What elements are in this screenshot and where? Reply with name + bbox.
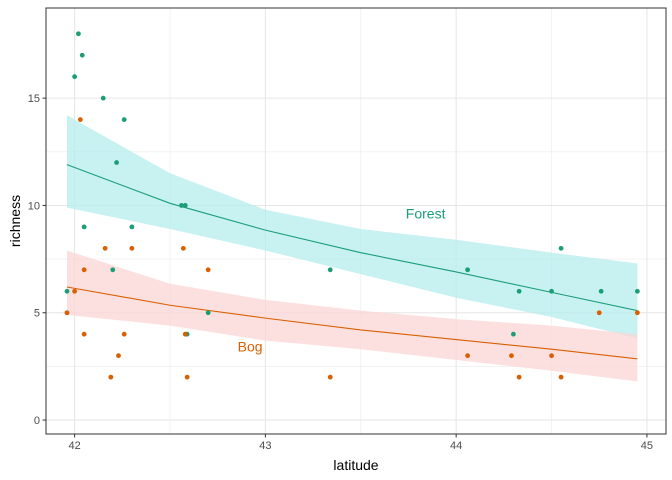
x-tick-label: 42 — [68, 440, 80, 452]
bog-point — [509, 353, 514, 359]
forest-point — [121, 117, 127, 122]
bog-point — [184, 374, 190, 380]
bog-point — [72, 288, 78, 294]
bog-point — [116, 353, 121, 359]
forest-point — [598, 288, 604, 294]
data-points — [64, 31, 640, 380]
forest-point — [558, 245, 564, 251]
forest-point — [516, 288, 522, 294]
forest-point — [634, 288, 640, 294]
bog-point — [180, 245, 186, 251]
forest-point — [64, 288, 70, 294]
y-axis-title: richness — [7, 195, 23, 247]
axis-ticks — [42, 97, 648, 438]
forest-series-label: Forest — [406, 205, 446, 221]
bog-point — [558, 374, 564, 380]
forest-point — [205, 310, 211, 316]
forest-point — [114, 160, 119, 165]
x-axis-title: latitude — [333, 457, 378, 473]
bog-point — [81, 331, 87, 337]
x-tick-label: 45 — [641, 440, 653, 452]
y-tick-label: 10 — [28, 200, 40, 212]
forest-confidence-ribbon — [66, 115, 638, 339]
confidence-ribbons — [66, 115, 638, 382]
y-tick-label: 15 — [28, 93, 40, 105]
y-tick-label: 0 — [34, 415, 40, 427]
forest-point — [327, 267, 333, 273]
bog-point — [205, 267, 211, 273]
y-tick-label: 5 — [34, 308, 40, 320]
bog-point — [465, 353, 470, 359]
bog-point — [108, 374, 114, 380]
forest-point — [79, 52, 85, 58]
forest-point — [76, 31, 81, 37]
x-tick-labels: 42 43 44 45 — [68, 440, 653, 452]
bog-point — [634, 310, 640, 316]
forest-point — [549, 288, 554, 294]
bog-series-label: Bog — [238, 338, 263, 354]
forest-point — [129, 224, 135, 230]
bog-confidence-ribbon — [66, 250, 638, 382]
y-tick-labels: 0 5 10 15 — [28, 93, 40, 427]
bog-fit-line — [66, 286, 638, 360]
bog-point — [81, 267, 87, 273]
x-tick-label: 43 — [259, 440, 271, 452]
x-tick-label: 44 — [450, 440, 462, 452]
panel-border — [45, 7, 667, 435]
forest-point — [510, 331, 516, 337]
series-annotations: Forest Bog — [238, 205, 446, 354]
forest-point — [465, 267, 470, 273]
bog-point — [549, 353, 554, 359]
forest-point — [179, 203, 184, 208]
bog-point — [121, 331, 127, 337]
forest-point — [100, 95, 106, 101]
bog-point — [129, 245, 135, 251]
forest-point — [110, 267, 116, 273]
forest-point — [81, 224, 87, 230]
bog-point — [182, 331, 188, 337]
forest-point — [72, 74, 78, 80]
bog-point — [102, 245, 108, 251]
bog-point — [516, 374, 522, 380]
bog-point — [327, 374, 333, 380]
bog-point — [64, 310, 70, 316]
bog-point — [596, 310, 602, 316]
forest-point — [182, 203, 188, 208]
bog-point — [77, 117, 83, 122]
